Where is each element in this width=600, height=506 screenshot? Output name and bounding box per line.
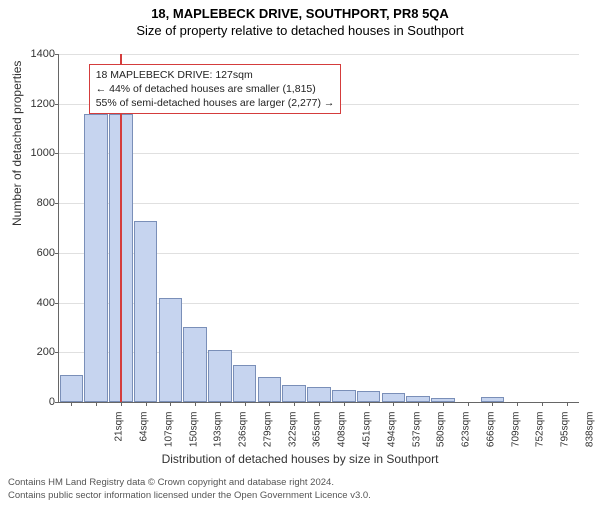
x-axis-label: Distribution of detached houses by size … (0, 452, 600, 466)
xtick-mark (245, 402, 246, 406)
callout-line: 55% of semi-detached houses are larger (… (96, 96, 335, 110)
ytick-mark (55, 402, 59, 403)
callout-line: 18 MAPLEBECK DRIVE: 127sqm (96, 68, 335, 82)
histogram-bar (382, 393, 406, 402)
xtick-mark (170, 402, 171, 406)
footer-line2: Contains public sector information licen… (8, 490, 371, 502)
ytick-label: 1000 (21, 147, 55, 159)
gridline (59, 203, 579, 204)
histogram-bar (208, 350, 232, 402)
xtick-mark (542, 402, 543, 406)
title-address: 18, MAPLEBECK DRIVE, SOUTHPORT, PR8 5QA (0, 6, 600, 21)
ytick-label: 1400 (21, 48, 55, 60)
ytick-label: 0 (21, 396, 55, 408)
histogram-bar (258, 377, 282, 402)
ytick-mark (55, 352, 59, 353)
histogram-bar (134, 221, 158, 402)
ytick-mark (55, 104, 59, 105)
xtick-mark (369, 402, 370, 406)
xtick-mark (468, 402, 469, 406)
gridline (59, 54, 579, 55)
histogram-bar (60, 375, 84, 402)
ytick-mark (55, 54, 59, 55)
ytick-label: 200 (21, 346, 55, 358)
xtick-mark (220, 402, 221, 406)
ytick-mark (55, 153, 59, 154)
xtick-mark (294, 402, 295, 406)
xtick-mark (146, 402, 147, 406)
histogram-bar (233, 365, 257, 402)
xtick-mark (269, 402, 270, 406)
xtick-mark (121, 402, 122, 406)
footer-line1: Contains HM Land Registry data © Crown c… (8, 477, 371, 489)
histogram-bar (84, 114, 108, 402)
property-callout: 18 MAPLEBECK DRIVE: 127sqm← 44% of detac… (89, 64, 342, 115)
histogram-bar (307, 387, 331, 402)
xtick-mark (71, 402, 72, 406)
xtick-mark (96, 402, 97, 406)
histogram-bar (159, 298, 183, 402)
gridline (59, 153, 579, 154)
ytick-mark (55, 203, 59, 204)
histogram-bar (332, 390, 356, 402)
histogram-bar (282, 385, 306, 402)
histogram-bar (183, 327, 207, 402)
xtick-mark (418, 402, 419, 406)
xtick-mark (195, 402, 196, 406)
xtick-mark (443, 402, 444, 406)
xtick-mark (393, 402, 394, 406)
xtick-mark (492, 402, 493, 406)
footer-attribution: Contains HM Land Registry data © Crown c… (8, 477, 371, 502)
xtick-mark (344, 402, 345, 406)
xtick-mark (319, 402, 320, 406)
ytick-label: 600 (21, 247, 55, 259)
ytick-label: 1200 (21, 98, 55, 110)
xtick-mark (567, 402, 568, 406)
chart-area: 020040060080010001200140021sqm64sqm107sq… (58, 54, 578, 402)
chart-container: 18, MAPLEBECK DRIVE, SOUTHPORT, PR8 5QA … (0, 6, 600, 506)
title-subtitle: Size of property relative to detached ho… (0, 23, 600, 38)
ytick-label: 400 (21, 297, 55, 309)
histogram-bar (357, 391, 381, 402)
ytick-label: 800 (21, 197, 55, 209)
ytick-mark (55, 303, 59, 304)
xtick-mark (517, 402, 518, 406)
callout-line: ← 44% of detached houses are smaller (1,… (96, 82, 335, 96)
ytick-mark (55, 253, 59, 254)
plot-region: 020040060080010001200140021sqm64sqm107sq… (58, 54, 579, 403)
